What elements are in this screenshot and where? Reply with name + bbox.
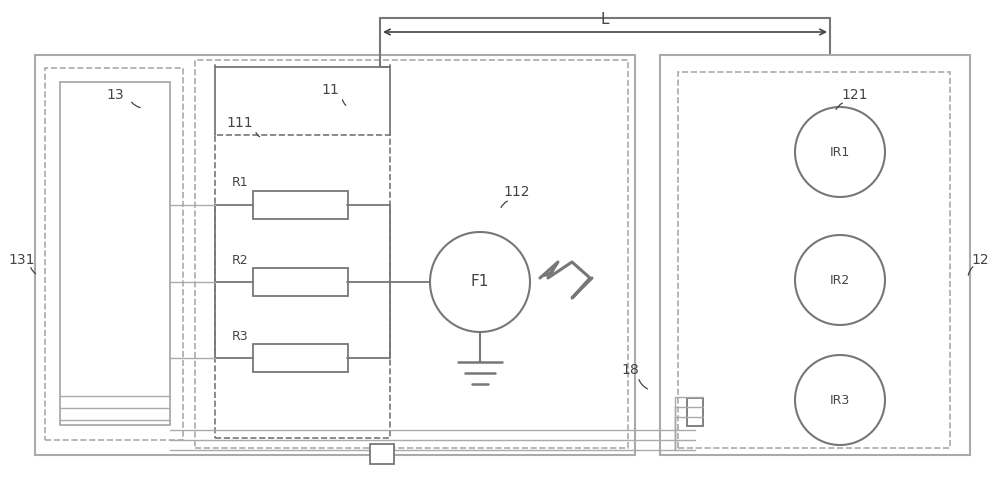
Circle shape <box>795 107 885 197</box>
Bar <box>687 398 703 426</box>
Text: L: L <box>601 12 609 28</box>
Text: 12: 12 <box>971 253 989 267</box>
Text: F1: F1 <box>471 275 489 289</box>
Bar <box>195 60 628 448</box>
Bar <box>60 82 170 425</box>
Bar <box>215 135 390 438</box>
Text: IR2: IR2 <box>830 274 850 286</box>
Text: 11: 11 <box>321 83 339 97</box>
Text: 18: 18 <box>621 363 639 377</box>
Bar <box>370 444 394 464</box>
Bar <box>678 72 950 448</box>
Bar <box>35 55 635 455</box>
Text: R1: R1 <box>232 176 248 189</box>
Text: 13: 13 <box>106 88 124 102</box>
Bar <box>253 268 348 296</box>
Text: 121: 121 <box>842 88 868 102</box>
Bar <box>253 191 348 219</box>
Text: IR3: IR3 <box>830 393 850 407</box>
Bar <box>253 344 348 372</box>
Bar <box>45 68 183 440</box>
Text: 131: 131 <box>9 253 35 267</box>
Text: R3: R3 <box>232 329 248 343</box>
Text: 111: 111 <box>227 116 253 130</box>
Circle shape <box>430 232 530 332</box>
Text: IR1: IR1 <box>830 145 850 159</box>
Circle shape <box>795 355 885 445</box>
Bar <box>660 55 970 455</box>
Circle shape <box>795 235 885 325</box>
Text: R2: R2 <box>232 253 248 267</box>
Text: 112: 112 <box>504 185 530 199</box>
